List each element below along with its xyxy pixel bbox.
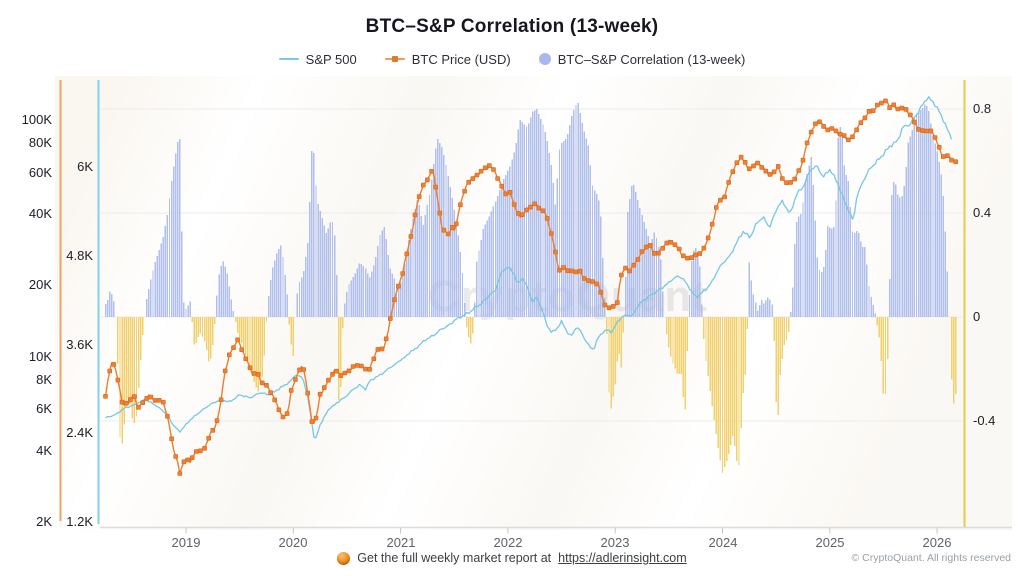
- y-axis-btc-tick: 4K: [36, 443, 52, 458]
- y-axis-sp-tick: 3.6K: [66, 337, 93, 352]
- y-axis-btc-tick: 100K: [21, 112, 52, 127]
- x-axis-year-tick: 2023: [600, 535, 630, 550]
- x-axis-year-tick: 2020: [278, 535, 308, 550]
- copyright-text: © CryptoQuant. All rights reserved: [851, 552, 1011, 564]
- x-axis-year-tick: 2025: [815, 535, 845, 550]
- y-axis-btc-tick: 8K: [36, 372, 52, 387]
- chart-legend: S&P 500 BTC Price (USD) BTC–S&P Correlatio…: [0, 50, 1024, 68]
- legend-swatch-icon: [384, 56, 405, 62]
- legend-item-btc-s-p-correlation-13-week-[interactable]: BTC–S&P Correlation (13-week): [538, 51, 746, 67]
- y-axis-btc-tick: 60K: [28, 165, 52, 180]
- y-axis-btc-tick: 2K: [36, 514, 52, 529]
- x-axis-year-tick: 2026: [922, 535, 952, 550]
- y-axis-btc-tick: 40K: [28, 206, 52, 221]
- y-axis-corr-tick: -0.4: [973, 413, 996, 428]
- orange-ball-icon: [337, 551, 351, 565]
- y-axis-btc-tick: 6K: [36, 401, 52, 416]
- y-axis-btc-tick: 80K: [28, 135, 52, 150]
- y-axis-sp-tick: 1.2K: [66, 514, 93, 529]
- chart-title: BTC–S&P Correlation (13-week): [365, 16, 659, 37]
- legend-label: S&P 500: [305, 51, 357, 67]
- y-axis-btc-tick: 20K: [28, 277, 52, 292]
- legend-label: BTC Price (USD): [411, 51, 511, 67]
- legend-item-btc-price-usd-[interactable]: BTC Price (USD): [384, 51, 511, 67]
- y-axis-btc-tick: 10K: [28, 349, 52, 364]
- y-axis-sp-tick: 2.4K: [66, 425, 93, 440]
- x-axis-year-tick: 2019: [171, 535, 201, 550]
- x-axis-year-tick: 2021: [386, 535, 416, 550]
- y-axis-sp-tick: 4.8K: [66, 248, 93, 263]
- legend-label: BTC–S&P Correlation (13-week): [557, 51, 746, 67]
- y-axis-corr-tick: 0: [973, 309, 981, 324]
- y-axis-corr-tick: 0.4: [973, 205, 992, 220]
- y-axis-corr-tick: 0.8: [973, 101, 992, 116]
- footer-link[interactable]: https://adlerinsight.com: [558, 551, 687, 565]
- x-axis-year-tick: 2024: [708, 535, 738, 550]
- footer-banner: Get the full weekly market report at htt…: [0, 549, 1024, 567]
- legend-swatch-icon: [278, 57, 299, 61]
- legend-swatch-icon: [538, 53, 551, 65]
- x-axis-year-tick: 2022: [493, 535, 523, 550]
- y-axis-sp-tick: 6K: [77, 159, 93, 174]
- footer-text: Get the full weekly market report at: [357, 551, 552, 565]
- legend-item-s-p-500[interactable]: S&P 500: [278, 51, 357, 67]
